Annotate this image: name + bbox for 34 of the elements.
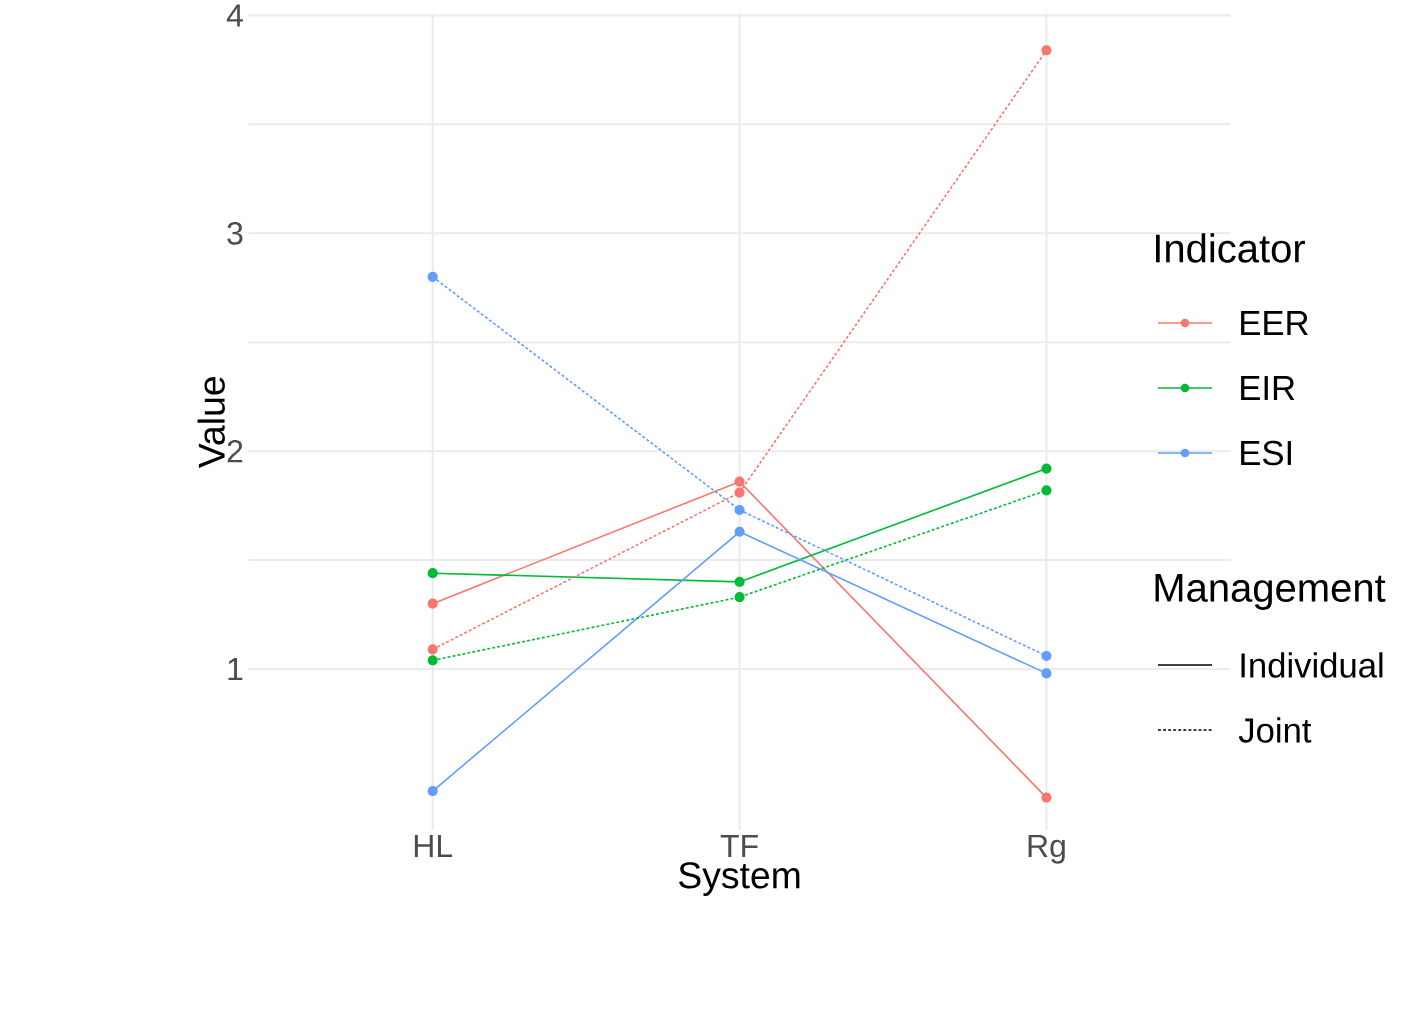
text: Individual [1241, 652, 1383, 678]
point [734, 504, 745, 516]
point [734, 592, 745, 603]
legend-title: Indicator [1155, 233, 1305, 263]
point [1041, 650, 1052, 662]
point [734, 476, 745, 487]
y-tick-label: 3 [227, 221, 243, 245]
annotation: Management [1155, 574, 1386, 610]
point [427, 271, 438, 282]
point [427, 644, 438, 655]
y-tick-label: 4 [226, 4, 243, 27]
x-tick-label: HL [414, 834, 453, 857]
point [734, 487, 745, 498]
point [734, 526, 745, 537]
point [427, 785, 438, 797]
point [1041, 792, 1052, 803]
legend-label: EER [1241, 311, 1308, 335]
text: Joint [1238, 717, 1312, 743]
y-tick-label: 2 [227, 440, 243, 463]
point [1041, 463, 1052, 474]
x-axis-title: System [679, 862, 800, 896]
legend-label: EIR [1241, 376, 1295, 400]
y-tick-label: 1 [228, 658, 243, 681]
point [1041, 668, 1052, 679]
point [734, 576, 745, 587]
y-axis-title: Value [197, 377, 225, 468]
x-tick-label: Rg [1028, 834, 1065, 864]
legend-label: ESI [1241, 440, 1291, 466]
point [427, 655, 438, 666]
point [1041, 485, 1052, 496]
x-tick-label: TF [720, 834, 758, 857]
point [427, 598, 438, 609]
point [427, 568, 438, 579]
point [1041, 45, 1052, 56]
